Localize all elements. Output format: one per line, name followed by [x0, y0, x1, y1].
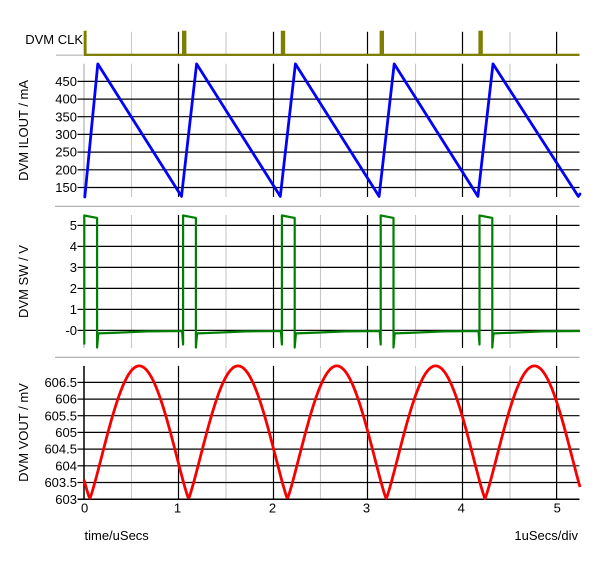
svg-text:4: 4	[70, 239, 77, 254]
svg-text:DVM CLK: DVM CLK	[25, 32, 83, 47]
svg-text:2: 2	[269, 500, 276, 515]
svg-text:3: 3	[363, 500, 370, 515]
svg-text:1: 1	[174, 500, 181, 515]
svg-text:605.5: 605.5	[44, 408, 77, 423]
svg-text:604.5: 604.5	[44, 442, 77, 457]
svg-text:0: 0	[81, 500, 88, 515]
svg-text:606.5: 606.5	[44, 375, 77, 390]
svg-text:4: 4	[458, 500, 465, 515]
svg-text:3: 3	[70, 260, 77, 275]
svg-text:5: 5	[554, 500, 561, 515]
svg-text:400: 400	[55, 92, 77, 107]
svg-text:5: 5	[70, 218, 77, 233]
svg-text:DVM VOUT / mV: DVM VOUT / mV	[16, 383, 31, 482]
svg-text:1uSecs/div: 1uSecs/div	[514, 528, 578, 543]
svg-text:1: 1	[70, 302, 77, 317]
svg-text:-0: -0	[65, 323, 77, 338]
svg-text:605: 605	[55, 425, 77, 440]
svg-text:DVM SW / V: DVM SW / V	[16, 245, 31, 318]
svg-text:2: 2	[70, 281, 77, 296]
svg-text:150: 150	[55, 180, 77, 195]
svg-text:603: 603	[55, 492, 77, 507]
svg-text:200: 200	[55, 162, 77, 177]
svg-text:time/uSecs: time/uSecs	[85, 528, 150, 543]
svg-text:450: 450	[55, 74, 77, 89]
svg-text:DVM ILOUT / mA: DVM ILOUT / mA	[16, 80, 31, 181]
svg-text:604: 604	[55, 458, 77, 473]
svg-text:606: 606	[55, 392, 77, 407]
svg-text:603.5: 603.5	[44, 475, 77, 490]
svg-text:350: 350	[55, 109, 77, 124]
svg-text:250: 250	[55, 145, 77, 160]
svg-text:300: 300	[55, 127, 77, 142]
